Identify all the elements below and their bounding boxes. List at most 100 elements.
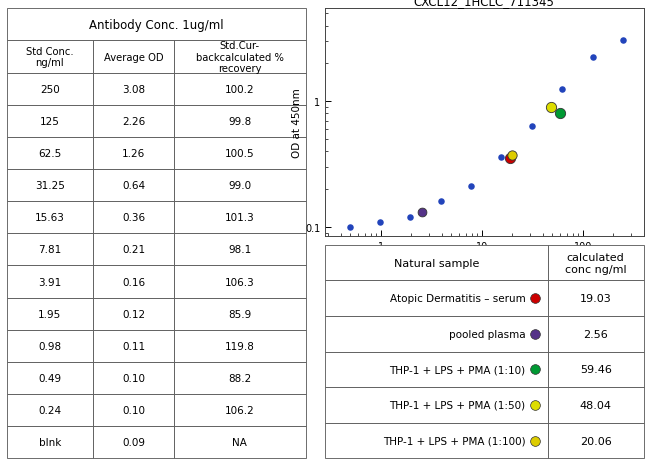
Point	[588, 54, 598, 62]
Text: 2.26: 2.26	[122, 117, 145, 126]
Point	[526, 123, 537, 130]
Bar	[548, 245, 644, 281]
Point	[466, 183, 476, 191]
Bar	[6, 202, 93, 234]
Bar	[174, 74, 306, 106]
Text: 1.95: 1.95	[38, 309, 62, 319]
Text: 100.5: 100.5	[225, 149, 255, 159]
Bar	[174, 169, 306, 202]
Bar	[6, 9, 306, 41]
Text: 106.3: 106.3	[225, 277, 255, 287]
Text: Average OD: Average OD	[104, 52, 163, 63]
Text: 0.11: 0.11	[122, 341, 145, 351]
Bar	[548, 352, 644, 388]
Text: Atopic Dermatitis – serum: Atopic Dermatitis – serum	[390, 294, 526, 304]
Bar	[174, 266, 306, 298]
Text: 1.26: 1.26	[122, 149, 145, 159]
Bar	[325, 316, 548, 352]
Point	[505, 155, 515, 162]
Text: 0.24: 0.24	[38, 405, 61, 415]
Text: 99.0: 99.0	[228, 181, 252, 191]
Bar	[93, 138, 174, 169]
Bar	[6, 330, 93, 362]
Point	[507, 152, 517, 159]
Text: 99.8: 99.8	[228, 117, 252, 126]
Point	[618, 37, 628, 44]
Text: 0.12: 0.12	[122, 309, 145, 319]
Bar	[548, 423, 644, 458]
Text: Std Conc.
ng/ml: Std Conc. ng/ml	[26, 47, 73, 68]
Text: 88.2: 88.2	[228, 373, 252, 383]
Bar	[93, 266, 174, 298]
Point	[375, 219, 385, 226]
Point	[557, 86, 567, 93]
Bar	[548, 281, 644, 316]
Text: 19.03: 19.03	[580, 294, 612, 304]
Text: 7.81: 7.81	[38, 245, 62, 255]
Bar	[6, 266, 93, 298]
Text: 85.9: 85.9	[228, 309, 252, 319]
Text: 119.8: 119.8	[225, 341, 255, 351]
Text: 250: 250	[40, 84, 60, 94]
Bar	[93, 362, 174, 394]
Bar	[325, 388, 548, 423]
Bar	[6, 234, 93, 266]
Bar	[548, 316, 644, 352]
Bar	[6, 169, 93, 202]
Text: 0.49: 0.49	[38, 373, 61, 383]
Text: 0.36: 0.36	[122, 213, 145, 223]
Text: 15.63: 15.63	[35, 213, 65, 223]
Bar	[174, 202, 306, 234]
Text: NA: NA	[232, 438, 247, 447]
Text: 125: 125	[40, 117, 60, 126]
Text: 31.25: 31.25	[35, 181, 65, 191]
Text: 3.08: 3.08	[122, 84, 145, 94]
Text: 0.10: 0.10	[122, 373, 145, 383]
X-axis label: Conc  ng/ml: Conc ng/ml	[453, 252, 515, 263]
Point	[417, 209, 427, 217]
Text: Antibody Conc. 1ug/ml: Antibody Conc. 1ug/ml	[88, 19, 224, 32]
Text: 0.98: 0.98	[38, 341, 61, 351]
Bar	[6, 41, 93, 74]
Bar	[325, 352, 548, 388]
Bar	[174, 330, 306, 362]
Text: THP-1 + LPS + PMA (1:50): THP-1 + LPS + PMA (1:50)	[389, 400, 526, 410]
Text: 106.2: 106.2	[225, 405, 255, 415]
Bar	[6, 394, 93, 426]
Bar	[93, 202, 174, 234]
Bar	[93, 41, 174, 74]
Bar	[6, 298, 93, 330]
Bar	[174, 234, 306, 266]
Bar	[6, 138, 93, 169]
Bar	[93, 106, 174, 138]
Point	[405, 213, 415, 221]
Bar	[174, 362, 306, 394]
Bar	[174, 106, 306, 138]
Text: THP-1 + LPS + PMA (1:10): THP-1 + LPS + PMA (1:10)	[389, 365, 526, 375]
Bar	[174, 298, 306, 330]
Bar	[6, 106, 93, 138]
Text: 0.64: 0.64	[122, 181, 145, 191]
Bar	[93, 234, 174, 266]
Text: 0.16: 0.16	[122, 277, 145, 287]
Text: 20.06: 20.06	[580, 436, 612, 445]
Point	[554, 111, 565, 118]
Bar	[93, 74, 174, 106]
Text: 2.56: 2.56	[583, 329, 608, 339]
Text: 101.3: 101.3	[225, 213, 255, 223]
Bar	[93, 330, 174, 362]
Text: 100.2: 100.2	[225, 84, 255, 94]
Bar	[93, 298, 174, 330]
Text: 59.46: 59.46	[580, 365, 612, 375]
Bar	[174, 138, 306, 169]
Bar	[174, 41, 306, 74]
Point	[344, 224, 355, 231]
Bar	[174, 426, 306, 458]
Bar	[93, 169, 174, 202]
Text: 0.21: 0.21	[122, 245, 145, 255]
Bar	[325, 423, 548, 458]
Text: 3.91: 3.91	[38, 277, 62, 287]
Bar	[6, 362, 93, 394]
Point	[496, 154, 506, 161]
Text: 0.09: 0.09	[122, 438, 145, 447]
